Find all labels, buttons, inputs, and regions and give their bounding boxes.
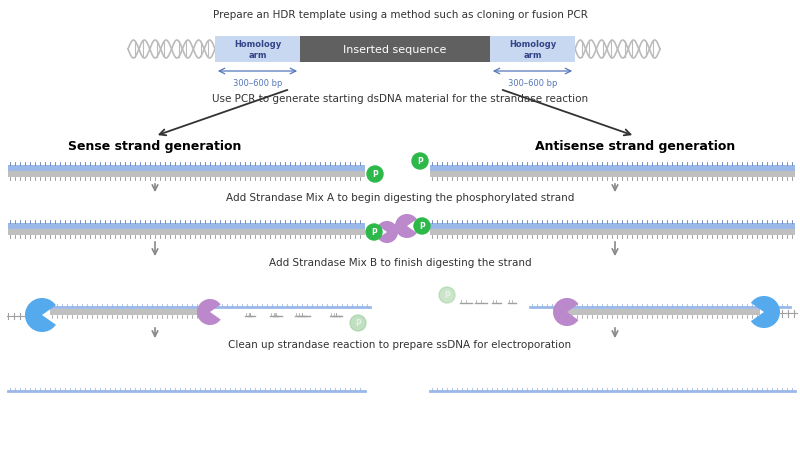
Wedge shape [395,215,417,239]
Bar [430,224,795,230]
Text: P: P [371,228,377,237]
Text: Inserted sequence: Inserted sequence [343,45,446,55]
Circle shape [367,166,383,183]
Text: 300–600 bp: 300–600 bp [508,79,557,88]
Circle shape [439,287,455,304]
Text: Clean up strandase reaction to prepare ssDNA for electroporation: Clean up strandase reaction to prepare s… [229,339,571,349]
Wedge shape [25,299,56,332]
Text: Sense strand generation: Sense strand generation [68,140,242,152]
Circle shape [366,225,382,240]
Text: Homology
arm: Homology arm [234,40,281,60]
Bar [555,309,760,315]
Text: Use PCR to generate starting dsDNA material for the strandase reaction: Use PCR to generate starting dsDNA mater… [212,94,588,104]
Bar [8,230,365,235]
Text: P: P [444,291,450,300]
Bar [490,37,575,63]
Circle shape [350,315,366,331]
Text: Add Strandase Mix A to begin digesting the phosphorylated strand: Add Strandase Mix A to begin digesting t… [226,193,574,202]
Circle shape [414,219,430,235]
Wedge shape [197,299,221,325]
Bar [430,172,795,178]
Wedge shape [378,221,398,244]
Bar [50,309,205,315]
Bar [300,37,490,63]
Text: P: P [355,319,361,328]
Text: Homology
arm: Homology arm [509,40,556,60]
Text: P: P [419,222,425,231]
Bar [430,230,795,235]
Circle shape [412,154,428,170]
Bar [8,172,365,178]
Wedge shape [751,296,780,328]
Text: P: P [417,157,423,166]
Wedge shape [553,299,578,326]
Text: Prepare an HDR template using a method such as cloning or fusion PCR: Prepare an HDR template using a method s… [213,10,587,20]
Text: Antisense strand generation: Antisense strand generation [535,140,735,152]
Text: 300–600 bp: 300–600 bp [233,79,282,88]
Bar [215,37,300,63]
Bar [8,224,365,230]
Text: P: P [372,170,378,179]
Bar [8,166,365,172]
Bar [430,166,795,172]
Text: Add Strandase Mix B to finish digesting the strand: Add Strandase Mix B to finish digesting … [269,258,531,267]
